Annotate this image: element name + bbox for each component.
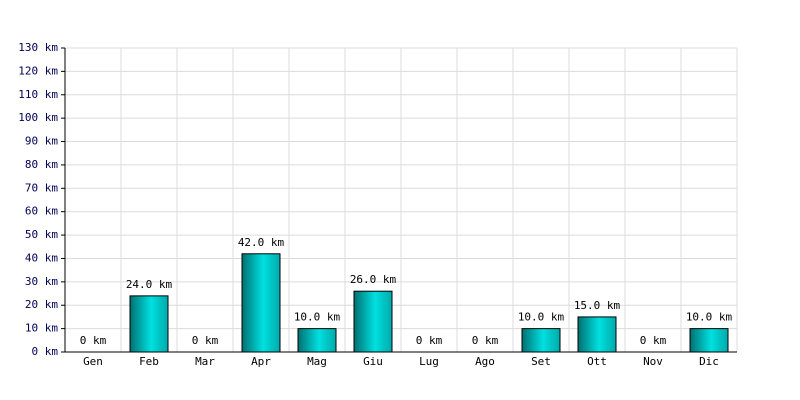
value-label: 10.0 km xyxy=(294,311,341,324)
y-tick-label: 60 km xyxy=(25,205,58,218)
x-tick-label: Feb xyxy=(139,355,159,368)
bar xyxy=(241,253,281,353)
y-tick-label: 90 km xyxy=(25,135,58,148)
x-tick-label: Dic xyxy=(699,355,719,368)
y-tick-label: 40 km xyxy=(25,251,58,264)
x-tick-label: Nov xyxy=(643,355,663,368)
y-tick-label: 110 km xyxy=(18,88,58,101)
y-tick-label: 20 km xyxy=(25,298,58,311)
x-tick-label: Gen xyxy=(83,355,103,368)
y-tick-label: 0 km xyxy=(32,345,59,358)
bar xyxy=(689,328,729,353)
value-label: 15.0 km xyxy=(574,299,621,312)
y-tick-label: 100 km xyxy=(18,111,58,124)
y-tick-label: 30 km xyxy=(25,275,58,288)
value-label: 0 km xyxy=(472,334,499,347)
value-label: 10.0 km xyxy=(518,311,565,324)
value-label: 0 km xyxy=(416,334,443,347)
value-label: 10.0 km xyxy=(686,311,733,324)
y-tick-label: 130 km xyxy=(18,41,58,54)
value-label: 26.0 km xyxy=(350,273,397,286)
value-label: 24.0 km xyxy=(126,278,173,291)
y-tick-label: 70 km xyxy=(25,181,58,194)
value-label: 0 km xyxy=(192,334,219,347)
y-tick-label: 50 km xyxy=(25,228,58,241)
value-label: 0 km xyxy=(80,334,107,347)
bar xyxy=(129,295,169,353)
y-tick-label: 10 km xyxy=(25,322,58,335)
x-tick-label: Mar xyxy=(195,355,215,368)
x-tick-label: Ago xyxy=(475,355,495,368)
value-label: 42.0 km xyxy=(238,236,285,249)
x-tick-label: Set xyxy=(531,355,551,368)
x-tick-label: Apr xyxy=(251,355,271,368)
x-tick-label: Giu xyxy=(363,355,383,368)
value-label: 0 km xyxy=(640,334,667,347)
bar xyxy=(577,316,617,353)
bar xyxy=(521,328,561,353)
y-tick-label: 80 km xyxy=(25,158,58,171)
y-tick-label: 120 km xyxy=(18,64,58,77)
x-tick-label: Lug xyxy=(419,355,439,368)
x-tick-label: Mag xyxy=(307,355,327,368)
bar xyxy=(353,290,393,353)
x-tick-label: Ott xyxy=(587,355,607,368)
bar xyxy=(297,328,337,353)
